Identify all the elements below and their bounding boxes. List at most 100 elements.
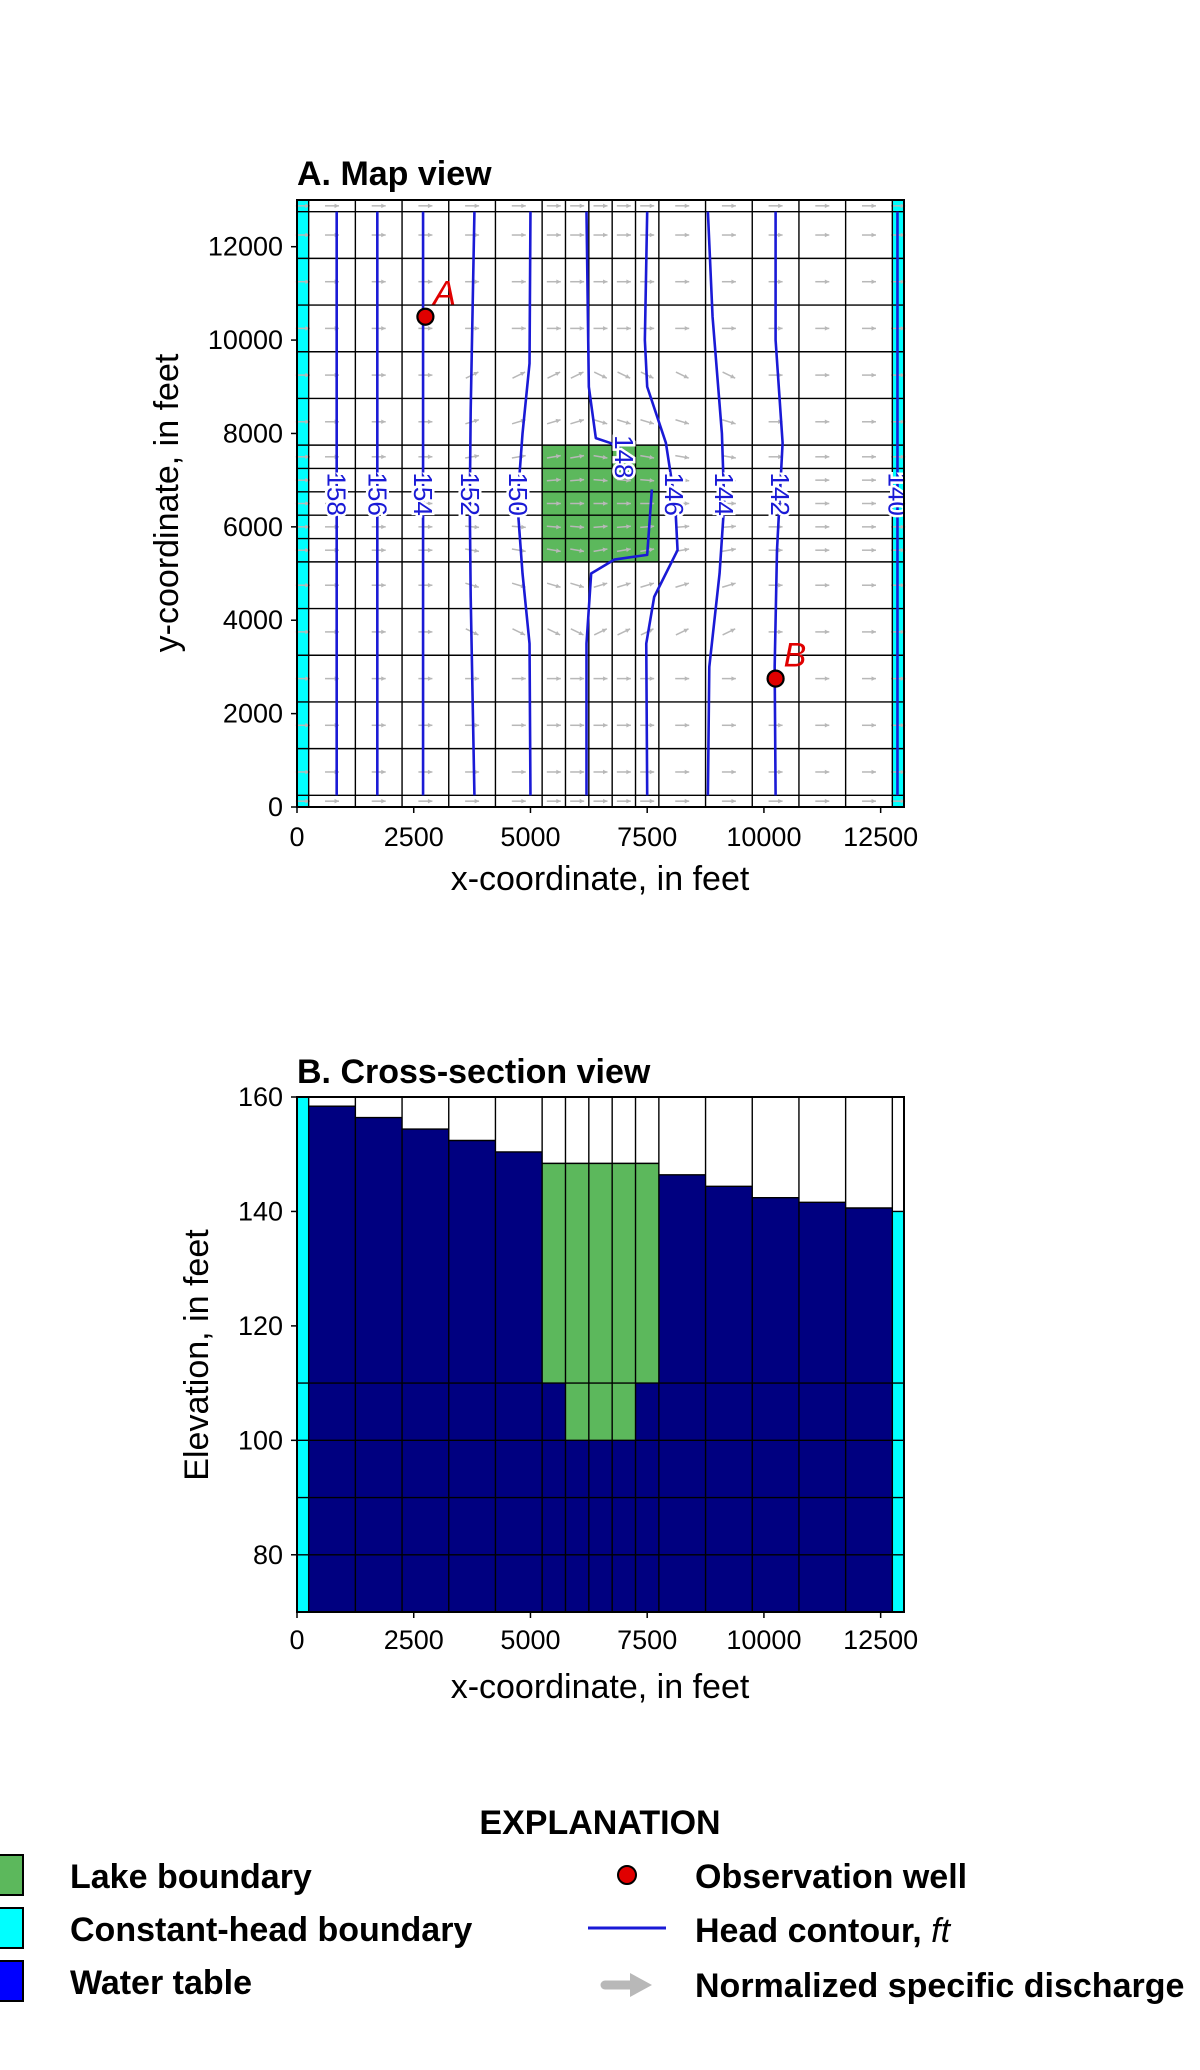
arrow-icon [824, 676, 830, 681]
arrow-icon [521, 279, 526, 284]
arrow-icon [427, 454, 433, 460]
arrow-icon [684, 798, 690, 804]
arrow-icon [603, 326, 608, 331]
arrow-icon [474, 279, 480, 284]
legend-label-constant-head: Constant-head boundary [70, 1911, 472, 1949]
map-y-ticks: 0 2000 4000 6000 8000 10000 12000 [208, 232, 297, 822]
map-frame [296, 199, 905, 808]
arrow-icon [684, 279, 690, 284]
arrow-icon [731, 524, 736, 529]
arrow-icon [521, 501, 526, 506]
arrow-icon [649, 232, 655, 238]
y-tick-label: 160 [238, 1082, 283, 1112]
arrow-icon [824, 232, 830, 238]
contour-label: 140 [880, 470, 912, 518]
arrow-icon [731, 478, 736, 483]
arrow-icon [427, 547, 433, 553]
arrow-icon [305, 279, 310, 284]
arrow-icon [305, 769, 310, 775]
section-x-ticks: 0 2500 5000 7500 10000 12500 [289, 1612, 918, 1655]
arrow-icon [474, 232, 480, 238]
arrow-icon [684, 769, 690, 775]
legend-label-water-table: Water table [70, 1964, 252, 2002]
y-tick-label: 2000 [223, 699, 283, 729]
arrow-icon [579, 548, 585, 553]
arrow-icon [381, 232, 386, 238]
arrow-icon [427, 723, 433, 728]
arrow-icon [731, 798, 736, 804]
arrow-icon [626, 326, 631, 331]
arrow-icon [824, 454, 830, 460]
arrow-icon [427, 372, 433, 378]
saturated-column [448, 1140, 496, 1612]
arrow-icon [556, 203, 561, 209]
arrow-icon [778, 582, 783, 588]
arrow-icon [824, 501, 830, 506]
arrow-icon [900, 798, 906, 804]
arrow-icon [555, 371, 561, 377]
arrow-icon [871, 232, 876, 238]
arrow-icon [900, 454, 906, 460]
arrow-icon [474, 203, 480, 209]
y-tick-label: 0 [268, 792, 283, 822]
arrow-icon [871, 547, 876, 553]
y-tick-label: 10000 [208, 325, 283, 355]
arrow-icon [649, 723, 655, 728]
arrow-icon [601, 628, 607, 633]
arrow-icon [649, 203, 655, 209]
arrow-icon [473, 583, 479, 589]
arrow-icon [649, 524, 655, 529]
arrow-icon [731, 723, 736, 728]
arrow-icon [520, 630, 526, 636]
arrow-icon [900, 477, 906, 483]
x-tick-label: 2500 [384, 822, 444, 852]
arrow-icon [824, 419, 830, 425]
arrow-icon [579, 769, 585, 775]
arrow-icon [579, 723, 585, 728]
arrow-icon [684, 723, 690, 728]
contour-label-text: 140 [882, 472, 912, 515]
arrow-icon [871, 454, 876, 460]
arrow-icon [474, 723, 480, 728]
arrow-icon [871, 769, 876, 775]
arrow-icon [556, 501, 561, 506]
saturated-column [495, 1151, 543, 1612]
arrow-icon [731, 279, 736, 284]
cross-section-panel: B. Cross-section view 0 2500 5000 7500 10000… [178, 1053, 918, 1706]
x-tick-label: 7500 [617, 1625, 677, 1655]
arrow-icon [824, 524, 830, 530]
arrow-icon [381, 524, 386, 530]
arrow-icon [427, 769, 433, 775]
arrow-icon [579, 477, 585, 483]
lake-cells [565, 1383, 636, 1441]
arrow-icon [900, 326, 906, 331]
y-tick-label: 8000 [223, 418, 283, 448]
legend: EXPLANATION Lake boundary Constant-head … [0, 1804, 1184, 2005]
arrow-icon [305, 372, 310, 378]
map-plot-area: 158 156 154 152 150 148 146 144 142 140 A B [295, 199, 912, 808]
arrow-icon [626, 478, 631, 483]
arrow-icon [334, 798, 340, 804]
arrow-icon [473, 630, 479, 636]
arrow-icon [824, 477, 830, 483]
arrow-icon [731, 676, 736, 681]
arrow-icon [555, 454, 561, 459]
arrow-icon [824, 769, 830, 775]
arrow-icon [824, 326, 830, 331]
arrow-icon [578, 418, 584, 424]
arrow-icon [305, 326, 310, 331]
well-label: A [431, 275, 456, 313]
arrow-icon [603, 279, 608, 284]
arrow-icon [556, 477, 561, 483]
arrow-icon [520, 371, 526, 377]
saturated-column [658, 1174, 706, 1612]
arrow-icon [684, 501, 690, 506]
arrow-icon [427, 798, 433, 804]
x-tick-label: 2500 [384, 1625, 444, 1655]
contour-label-text: 158 [322, 472, 352, 515]
arrow-icon [625, 454, 631, 460]
arrow-icon [603, 501, 608, 506]
y-tick-label: 80 [253, 1540, 283, 1570]
arrow-icon [683, 582, 689, 587]
arrow-icon [731, 326, 736, 331]
